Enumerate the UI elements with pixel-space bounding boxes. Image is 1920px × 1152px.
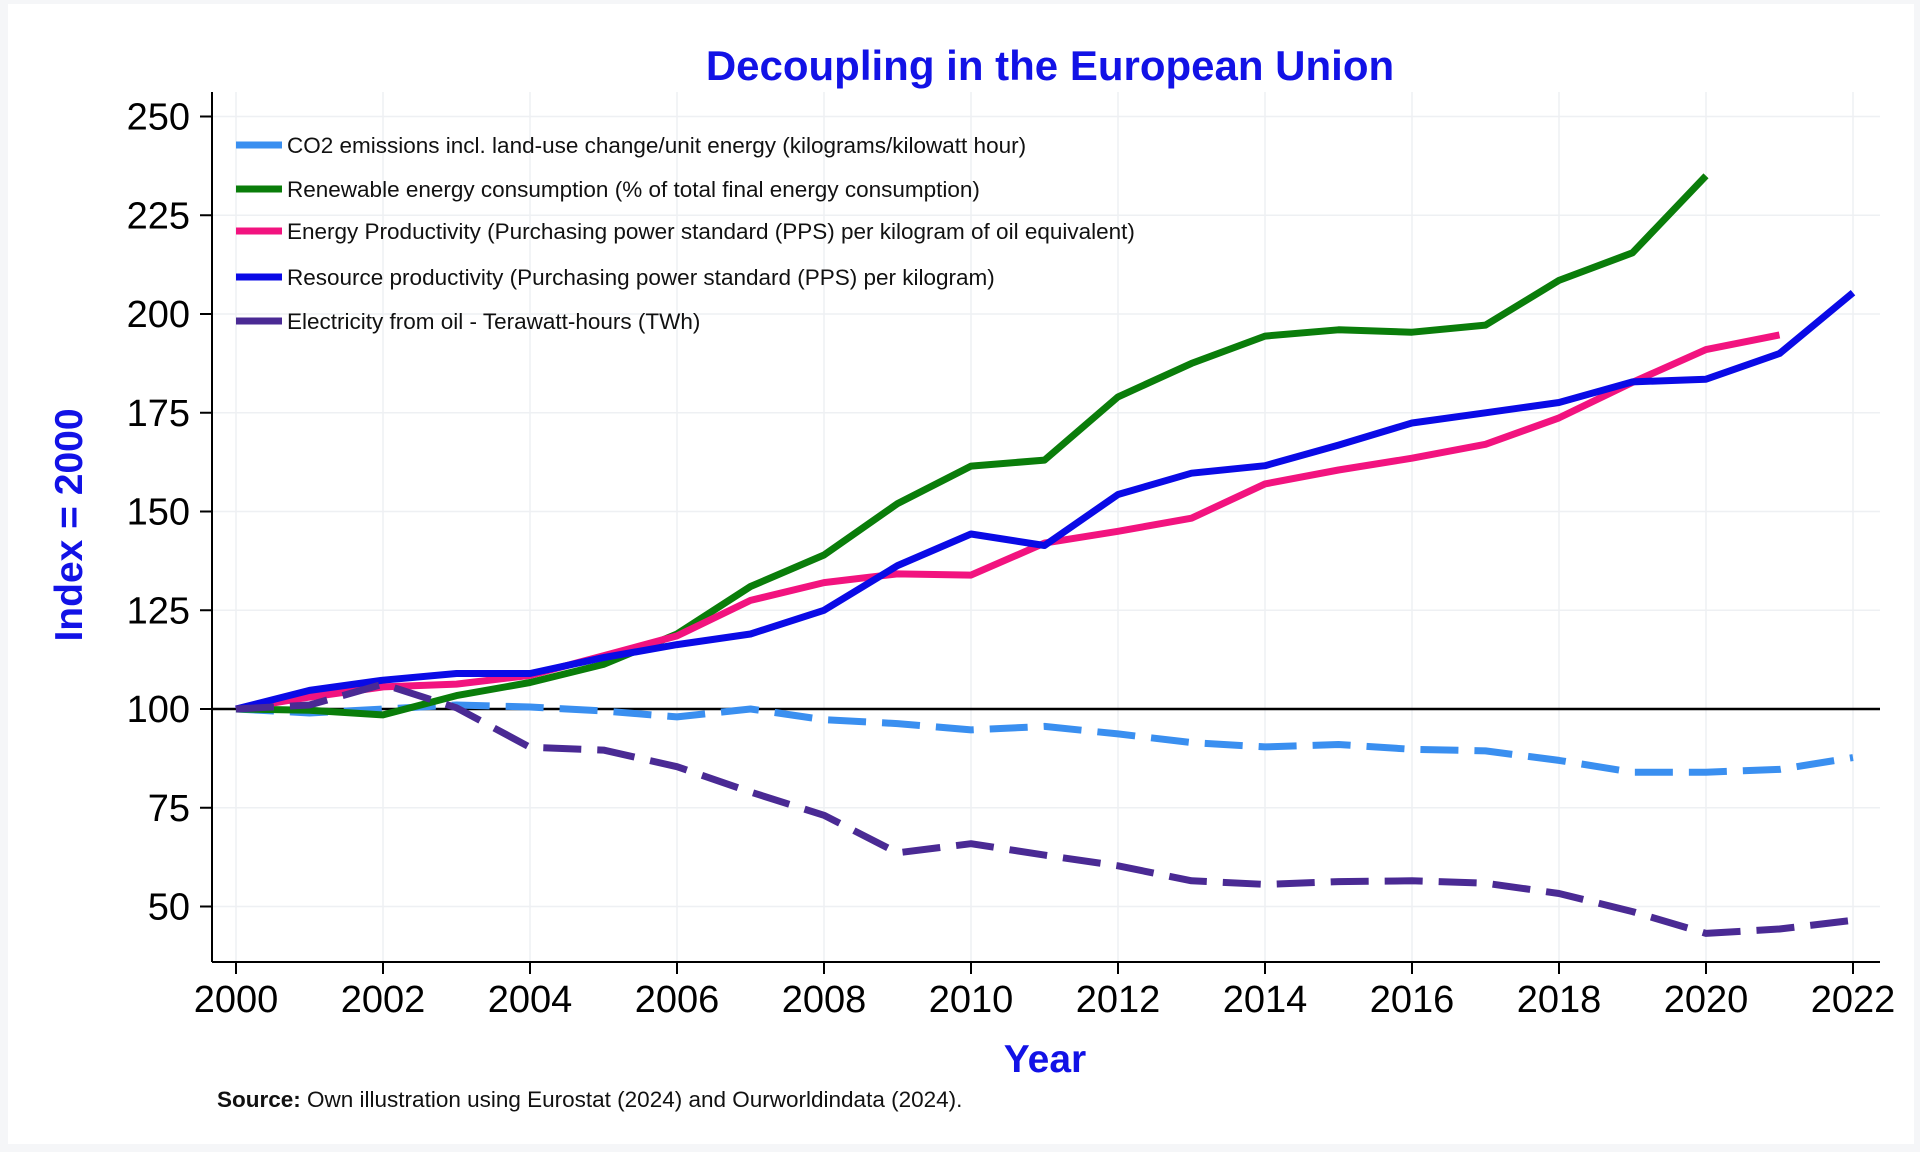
x-tick-label: 2004 bbox=[488, 979, 573, 1021]
legend: CO2 emissions incl. land-use change/unit… bbox=[236, 133, 1135, 334]
series-line-1 bbox=[235, 701, 1854, 776]
legend-label: Electricity from oil - Terawatt-hours (T… bbox=[287, 309, 700, 334]
y-tick-label: 125 bbox=[127, 590, 190, 632]
x-tick-label: 2000 bbox=[194, 979, 279, 1021]
x-tick-label: 2020 bbox=[1664, 979, 1749, 1021]
series-line-4 bbox=[235, 290, 1856, 713]
source-label: Source: bbox=[217, 1087, 301, 1112]
x-tick-label: 2012 bbox=[1076, 979, 1161, 1021]
source-note: Source: Own illustration using Eurostat … bbox=[217, 1087, 962, 1112]
source-text: Own illustration using Eurostat (2024) a… bbox=[301, 1087, 963, 1112]
legend-label: CO2 emissions incl. land-use change/unit… bbox=[287, 133, 1026, 158]
y-tick-label: 225 bbox=[127, 195, 190, 237]
y-tick-label: 50 bbox=[148, 887, 190, 929]
y-tick-label: 175 bbox=[127, 393, 190, 435]
x-tick-label: 2016 bbox=[1370, 979, 1455, 1021]
x-tick-label: 2008 bbox=[782, 979, 867, 1021]
series-line-5 bbox=[235, 680, 1854, 937]
x-tick-label: 2006 bbox=[635, 979, 720, 1021]
y-tick-label: 75 bbox=[148, 788, 190, 830]
x-tick-label: 2010 bbox=[929, 979, 1014, 1021]
legend-label: Resource productivity (Purchasing power … bbox=[287, 265, 995, 290]
y-tick-label: 200 bbox=[127, 294, 190, 336]
x-tick-label: 2002 bbox=[341, 979, 426, 1021]
legend-label: Renewable energy consumption (% of total… bbox=[287, 177, 980, 202]
series-line-3 bbox=[235, 331, 1781, 713]
y-tick-label: 250 bbox=[127, 97, 190, 139]
axes bbox=[211, 92, 1880, 963]
x-axis-title: Year bbox=[1004, 1038, 1086, 1081]
y-tick-label: 150 bbox=[127, 492, 190, 534]
x-axis-ticks: 2000 2002 2004 2006 2008 2010 2012 2014 2016 2018… bbox=[194, 962, 1896, 1021]
chart-title: Decoupling in the European Union bbox=[706, 42, 1394, 89]
y-axis-ticks: 50 75 100 125 150 175 200 225 250 bbox=[127, 97, 212, 929]
x-tick-label: 2022 bbox=[1811, 979, 1896, 1021]
legend-label: Energy Productivity (Purchasing power st… bbox=[287, 219, 1135, 244]
y-tick-label: 100 bbox=[127, 689, 190, 731]
series-lines bbox=[235, 173, 1856, 937]
y-axis-title: Index = 2000 bbox=[48, 408, 91, 641]
series-line-2 bbox=[235, 173, 1709, 719]
x-tick-label: 2018 bbox=[1517, 979, 1602, 1021]
x-tick-label: 2014 bbox=[1223, 979, 1308, 1021]
